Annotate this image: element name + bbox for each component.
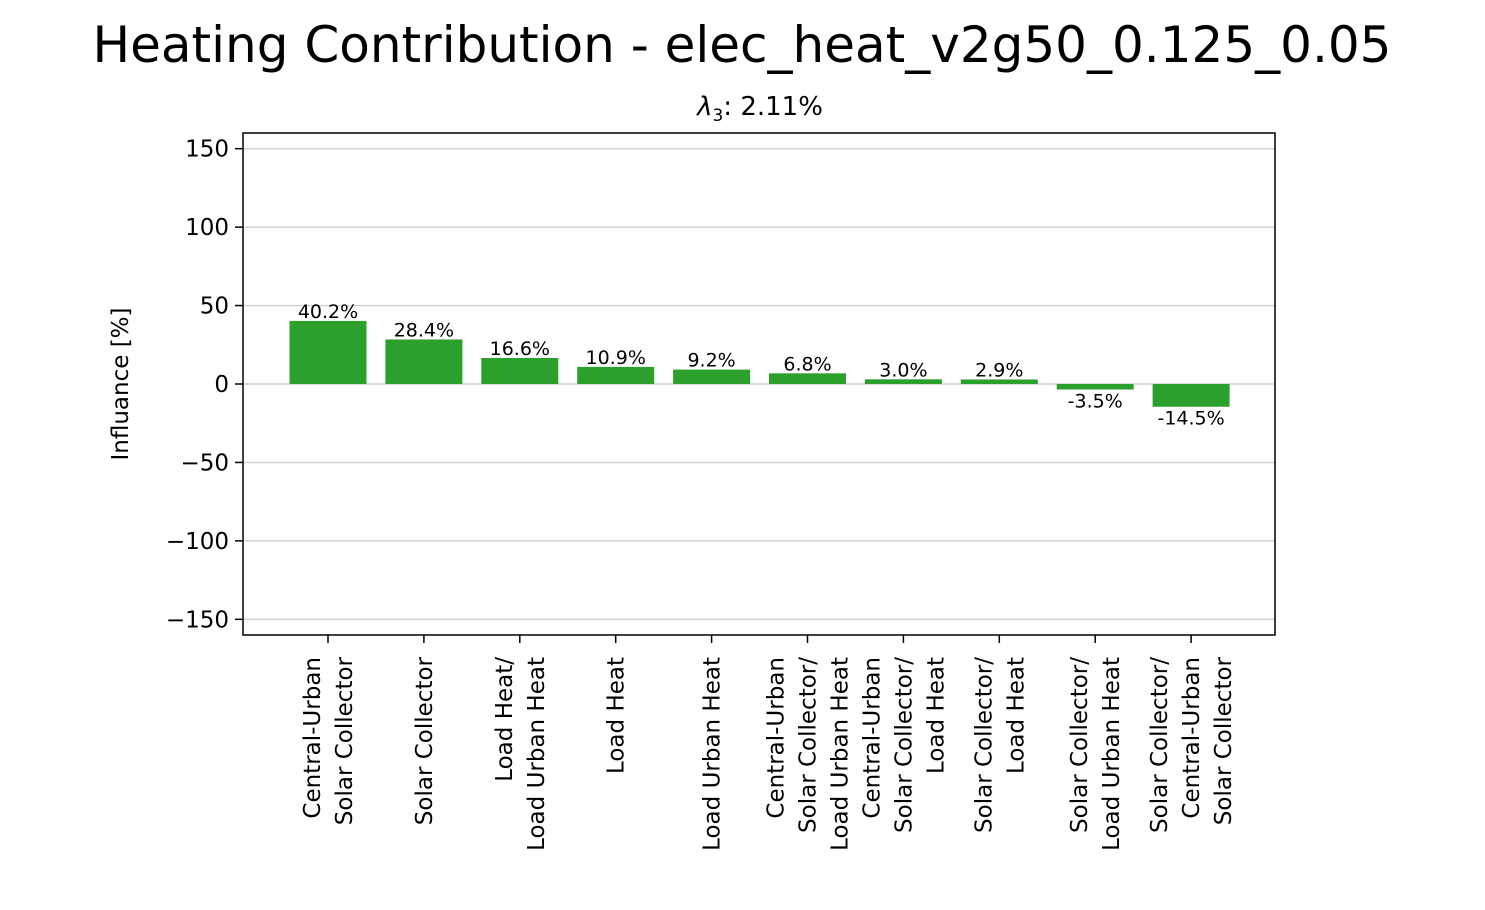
x-tick-label-line: Solar Collector/	[971, 657, 997, 833]
bar-value-label: 3.0%	[879, 359, 927, 381]
x-tick-label-line: Load Urban Heat	[700, 657, 726, 851]
value-labels: 40.2% 28.4% 16.6% 10.9% 9.2% 6.8% 3.0% 2.9% -3.5…	[298, 301, 1225, 430]
chart-title: Heating Contribution - elec_heat_v2g50_0…	[93, 16, 1392, 74]
x-tick-label-line: Solar Collector	[332, 656, 358, 825]
bar	[385, 339, 463, 384]
x-tick-label: Central-Urban Solar Collector/Load Heat	[859, 657, 949, 833]
x-tick-label-line: Solar Collector/	[796, 657, 822, 833]
x-tick-label: Load Urban Heat	[700, 657, 726, 851]
x-tick-label-line: Solar Collector	[1211, 656, 1237, 825]
bar-value-label: -14.5%	[1157, 408, 1224, 430]
x-tick-label: Central-Urban Solar Collector	[300, 656, 358, 825]
x-tick-label: Central-Urban Solar Collector/Load Urban …	[764, 657, 854, 851]
x-tick-label-line: Solar Collector/	[891, 657, 917, 833]
x-tick-label-line: Solar Collector/	[1067, 657, 1093, 833]
bar	[673, 369, 751, 384]
y-tick-label: 0	[214, 372, 229, 398]
bar-value-label: 28.4%	[394, 319, 454, 341]
x-tick-label-line: Load Urban Heat	[524, 657, 550, 851]
x-tick-label: Load Heat/Load Urban Heat	[492, 657, 550, 851]
bar-value-label: 16.6%	[490, 338, 550, 360]
x-tick-label-line: Load Heat/	[492, 657, 518, 782]
bar	[481, 357, 559, 384]
x-tick-label-line: Load Heat	[1003, 657, 1029, 774]
x-tick-label-line: Central-Urban	[300, 657, 326, 819]
x-tick-label: Solar Collector/Load Heat	[971, 657, 1029, 833]
bar-value-label: 6.8%	[783, 353, 831, 375]
bar-value-label: 2.9%	[975, 359, 1023, 381]
bar-value-label: 9.2%	[687, 350, 735, 372]
bar	[1056, 384, 1134, 390]
bar	[577, 366, 655, 384]
x-tick-label: Load Heat	[604, 657, 630, 774]
x-tick-label-line: Solar Collector	[412, 656, 438, 825]
x-tick-label: Solar Collector/Central-Urban Solar Colle…	[1147, 656, 1237, 832]
y-axis-label: Influance [%]	[108, 307, 134, 460]
subtitle-symbol: λ	[695, 92, 712, 122]
bar	[960, 379, 1038, 384]
y-tick-label: −150	[166, 607, 229, 633]
x-tick-label-line: Solar Collector/	[1147, 657, 1173, 833]
x-tick-label-line: Load Heat	[923, 657, 949, 774]
bar	[769, 373, 846, 384]
x-axis: Central-Urban Solar Collector Solar Collec…	[300, 635, 1237, 851]
x-tick-label-line: Central-Urban	[1179, 657, 1205, 819]
x-tick-label: Solar Collector/Load Urban Heat	[1067, 657, 1125, 851]
y-tick-label: 100	[185, 215, 229, 241]
y-tick-label: −100	[166, 529, 229, 555]
x-tick-label-line: Load Heat	[604, 657, 630, 774]
x-tick-label-line: Central-Urban	[859, 657, 885, 819]
bar	[864, 379, 942, 384]
bar	[1152, 384, 1230, 407]
y-tick-label: 50	[200, 294, 229, 320]
y-tick-label: 150	[185, 137, 229, 163]
bar-value-label: -3.5%	[1068, 390, 1123, 412]
x-tick-label-line: Load Urban Heat	[828, 657, 854, 851]
x-tick-label: Solar Collector	[412, 656, 438, 825]
subtitle-subscript: 3	[712, 106, 723, 126]
subtitle-text: : 2.11%	[723, 92, 823, 122]
x-tick-label-line: Central-Urban	[764, 657, 790, 819]
chart-subtitle: λ3: 2.11%	[695, 92, 823, 126]
bar	[289, 320, 367, 384]
bars	[289, 320, 1230, 407]
y-tick-label: −50	[180, 450, 229, 476]
x-tick-label-line: Load Urban Heat	[1099, 657, 1125, 851]
y-axis: 150 100 50 0 −50 −100 −150	[166, 137, 243, 633]
bar-value-label: 40.2%	[298, 301, 358, 323]
bar-value-label: 10.9%	[586, 347, 646, 369]
